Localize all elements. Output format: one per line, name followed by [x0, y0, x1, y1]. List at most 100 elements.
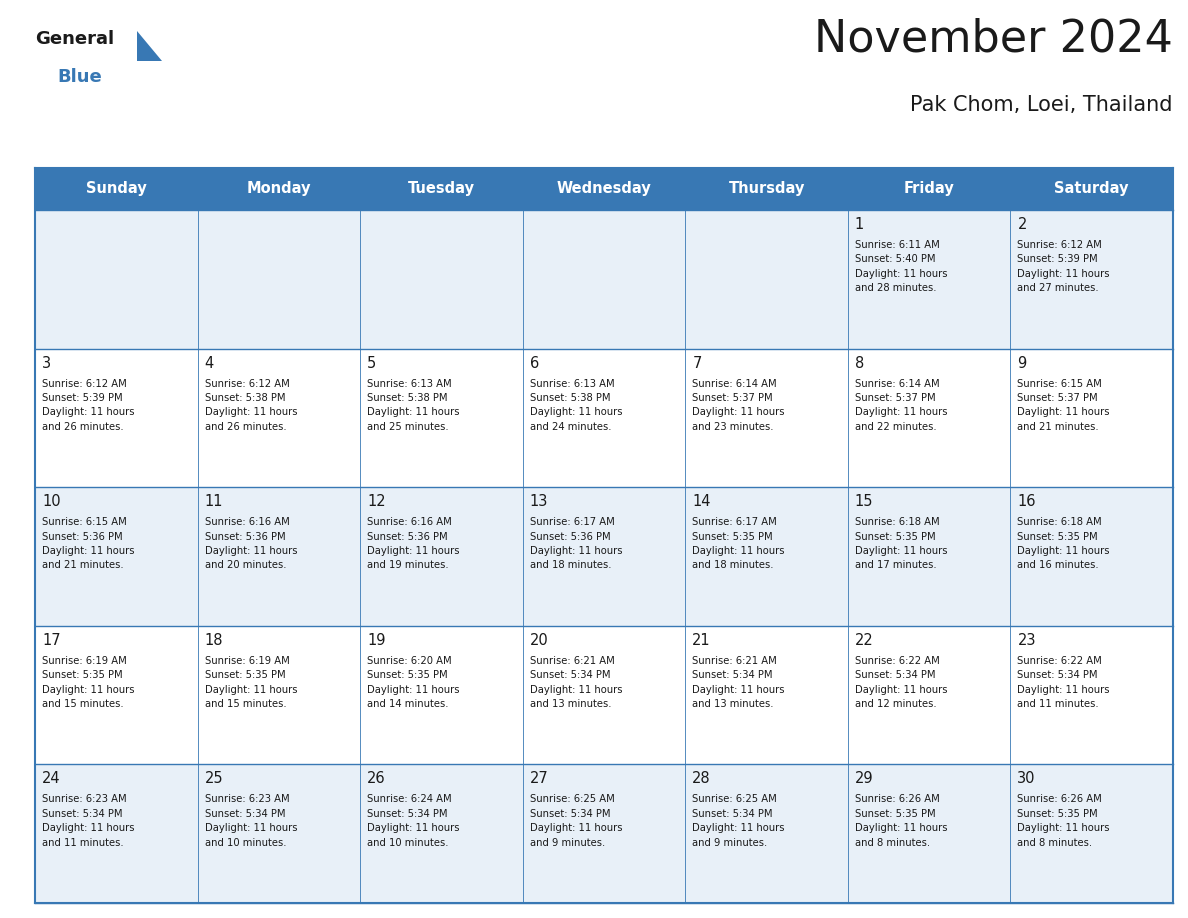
Text: 5: 5 [367, 355, 377, 371]
Text: 10: 10 [42, 494, 61, 509]
Bar [34, 487, 197, 626]
Text: 12: 12 [367, 494, 386, 509]
Bar [1011, 168, 1173, 210]
Bar [1011, 626, 1173, 765]
Text: Blue: Blue [57, 68, 102, 86]
Text: Sunrise: 6:22 AM
Sunset: 5:34 PM
Daylight: 11 hours
and 12 minutes.: Sunrise: 6:22 AM Sunset: 5:34 PM Dayligh… [855, 655, 947, 709]
Bar [685, 168, 848, 210]
Text: 16: 16 [1017, 494, 1036, 509]
Bar [685, 765, 848, 903]
Text: 26: 26 [367, 771, 386, 787]
Bar [34, 626, 197, 765]
Text: Sunday: Sunday [86, 182, 146, 196]
Bar [360, 210, 523, 349]
Text: Sunrise: 6:16 AM
Sunset: 5:36 PM
Daylight: 11 hours
and 20 minutes.: Sunrise: 6:16 AM Sunset: 5:36 PM Dayligh… [204, 517, 297, 570]
Text: 9: 9 [1017, 355, 1026, 371]
Text: Sunrise: 6:18 AM
Sunset: 5:35 PM
Daylight: 11 hours
and 16 minutes.: Sunrise: 6:18 AM Sunset: 5:35 PM Dayligh… [1017, 517, 1110, 570]
Text: 19: 19 [367, 633, 386, 648]
Text: 18: 18 [204, 633, 223, 648]
Text: 30: 30 [1017, 771, 1036, 787]
Bar [197, 765, 360, 903]
Text: Sunrise: 6:26 AM
Sunset: 5:35 PM
Daylight: 11 hours
and 8 minutes.: Sunrise: 6:26 AM Sunset: 5:35 PM Dayligh… [855, 794, 947, 847]
Text: Sunrise: 6:22 AM
Sunset: 5:34 PM
Daylight: 11 hours
and 11 minutes.: Sunrise: 6:22 AM Sunset: 5:34 PM Dayligh… [1017, 655, 1110, 709]
Text: 21: 21 [693, 633, 710, 648]
Text: 4: 4 [204, 355, 214, 371]
Text: 8: 8 [855, 355, 864, 371]
Text: 24: 24 [42, 771, 61, 787]
Text: Sunrise: 6:17 AM
Sunset: 5:36 PM
Daylight: 11 hours
and 18 minutes.: Sunrise: 6:17 AM Sunset: 5:36 PM Dayligh… [530, 517, 623, 570]
Bar [34, 168, 197, 210]
Text: 25: 25 [204, 771, 223, 787]
Text: 7: 7 [693, 355, 702, 371]
Text: Sunrise: 6:15 AM
Sunset: 5:37 PM
Daylight: 11 hours
and 21 minutes.: Sunrise: 6:15 AM Sunset: 5:37 PM Dayligh… [1017, 378, 1110, 431]
Bar [848, 168, 1011, 210]
Text: 15: 15 [855, 494, 873, 509]
Text: Sunrise: 6:19 AM
Sunset: 5:35 PM
Daylight: 11 hours
and 15 minutes.: Sunrise: 6:19 AM Sunset: 5:35 PM Dayligh… [204, 655, 297, 709]
Bar [523, 168, 685, 210]
Text: Sunrise: 6:19 AM
Sunset: 5:35 PM
Daylight: 11 hours
and 15 minutes.: Sunrise: 6:19 AM Sunset: 5:35 PM Dayligh… [42, 655, 134, 709]
Text: Sunrise: 6:15 AM
Sunset: 5:36 PM
Daylight: 11 hours
and 21 minutes.: Sunrise: 6:15 AM Sunset: 5:36 PM Dayligh… [42, 517, 134, 570]
Text: Tuesday: Tuesday [407, 182, 475, 196]
Text: Sunrise: 6:23 AM
Sunset: 5:34 PM
Daylight: 11 hours
and 10 minutes.: Sunrise: 6:23 AM Sunset: 5:34 PM Dayligh… [204, 794, 297, 847]
Text: Sunrise: 6:12 AM
Sunset: 5:39 PM
Daylight: 11 hours
and 26 minutes.: Sunrise: 6:12 AM Sunset: 5:39 PM Dayligh… [42, 378, 134, 431]
Text: 29: 29 [855, 771, 873, 787]
Text: Sunrise: 6:14 AM
Sunset: 5:37 PM
Daylight: 11 hours
and 22 minutes.: Sunrise: 6:14 AM Sunset: 5:37 PM Dayligh… [855, 378, 947, 431]
Text: 2: 2 [1017, 217, 1026, 232]
Bar [34, 765, 197, 903]
Bar [197, 349, 360, 487]
Text: 23: 23 [1017, 633, 1036, 648]
Text: Sunrise: 6:11 AM
Sunset: 5:40 PM
Daylight: 11 hours
and 28 minutes.: Sunrise: 6:11 AM Sunset: 5:40 PM Dayligh… [855, 240, 947, 293]
Text: Sunrise: 6:21 AM
Sunset: 5:34 PM
Daylight: 11 hours
and 13 minutes.: Sunrise: 6:21 AM Sunset: 5:34 PM Dayligh… [693, 655, 785, 709]
Text: Sunrise: 6:13 AM
Sunset: 5:38 PM
Daylight: 11 hours
and 25 minutes.: Sunrise: 6:13 AM Sunset: 5:38 PM Dayligh… [367, 378, 460, 431]
Bar [685, 487, 848, 626]
Bar [360, 349, 523, 487]
Text: 28: 28 [693, 771, 710, 787]
Bar [360, 168, 523, 210]
Text: 20: 20 [530, 633, 549, 648]
Bar [685, 626, 848, 765]
Bar [197, 168, 360, 210]
Text: Sunrise: 6:18 AM
Sunset: 5:35 PM
Daylight: 11 hours
and 17 minutes.: Sunrise: 6:18 AM Sunset: 5:35 PM Dayligh… [855, 517, 947, 570]
Text: Pak Chom, Loei, Thailand: Pak Chom, Loei, Thailand [910, 95, 1173, 115]
Bar [848, 349, 1011, 487]
Text: 11: 11 [204, 494, 223, 509]
Polygon shape [137, 31, 162, 61]
Text: Friday: Friday [904, 182, 954, 196]
Bar [685, 210, 848, 349]
Bar [523, 349, 685, 487]
Text: 13: 13 [530, 494, 548, 509]
Bar [848, 487, 1011, 626]
Text: 14: 14 [693, 494, 710, 509]
Bar [523, 765, 685, 903]
Text: Sunrise: 6:24 AM
Sunset: 5:34 PM
Daylight: 11 hours
and 10 minutes.: Sunrise: 6:24 AM Sunset: 5:34 PM Dayligh… [367, 794, 460, 847]
Text: Sunrise: 6:12 AM
Sunset: 5:38 PM
Daylight: 11 hours
and 26 minutes.: Sunrise: 6:12 AM Sunset: 5:38 PM Dayligh… [204, 378, 297, 431]
Text: Sunrise: 6:26 AM
Sunset: 5:35 PM
Daylight: 11 hours
and 8 minutes.: Sunrise: 6:26 AM Sunset: 5:35 PM Dayligh… [1017, 794, 1110, 847]
Text: 17: 17 [42, 633, 61, 648]
Text: Sunrise: 6:25 AM
Sunset: 5:34 PM
Daylight: 11 hours
and 9 minutes.: Sunrise: 6:25 AM Sunset: 5:34 PM Dayligh… [530, 794, 623, 847]
Bar [1011, 765, 1173, 903]
Bar [1011, 210, 1173, 349]
Text: Wednesday: Wednesday [557, 182, 651, 196]
Text: Sunrise: 6:17 AM
Sunset: 5:35 PM
Daylight: 11 hours
and 18 minutes.: Sunrise: 6:17 AM Sunset: 5:35 PM Dayligh… [693, 517, 785, 570]
Text: Sunrise: 6:12 AM
Sunset: 5:39 PM
Daylight: 11 hours
and 27 minutes.: Sunrise: 6:12 AM Sunset: 5:39 PM Dayligh… [1017, 240, 1110, 293]
Bar [197, 487, 360, 626]
Bar [360, 487, 523, 626]
Text: Thursday: Thursday [728, 182, 804, 196]
Text: 22: 22 [855, 633, 873, 648]
Text: 3: 3 [42, 355, 51, 371]
Bar [197, 210, 360, 349]
Text: Sunrise: 6:23 AM
Sunset: 5:34 PM
Daylight: 11 hours
and 11 minutes.: Sunrise: 6:23 AM Sunset: 5:34 PM Dayligh… [42, 794, 134, 847]
Bar [197, 626, 360, 765]
Text: Saturday: Saturday [1055, 182, 1129, 196]
Text: Sunrise: 6:20 AM
Sunset: 5:35 PM
Daylight: 11 hours
and 14 minutes.: Sunrise: 6:20 AM Sunset: 5:35 PM Dayligh… [367, 655, 460, 709]
Text: Sunrise: 6:16 AM
Sunset: 5:36 PM
Daylight: 11 hours
and 19 minutes.: Sunrise: 6:16 AM Sunset: 5:36 PM Dayligh… [367, 517, 460, 570]
Bar [1011, 349, 1173, 487]
Bar [848, 765, 1011, 903]
Text: November 2024: November 2024 [814, 18, 1173, 61]
Text: Sunrise: 6:25 AM
Sunset: 5:34 PM
Daylight: 11 hours
and 9 minutes.: Sunrise: 6:25 AM Sunset: 5:34 PM Dayligh… [693, 794, 785, 847]
Bar [848, 210, 1011, 349]
Text: Sunrise: 6:14 AM
Sunset: 5:37 PM
Daylight: 11 hours
and 23 minutes.: Sunrise: 6:14 AM Sunset: 5:37 PM Dayligh… [693, 378, 785, 431]
Text: 27: 27 [530, 771, 549, 787]
Bar [34, 349, 197, 487]
Text: 1: 1 [855, 217, 864, 232]
